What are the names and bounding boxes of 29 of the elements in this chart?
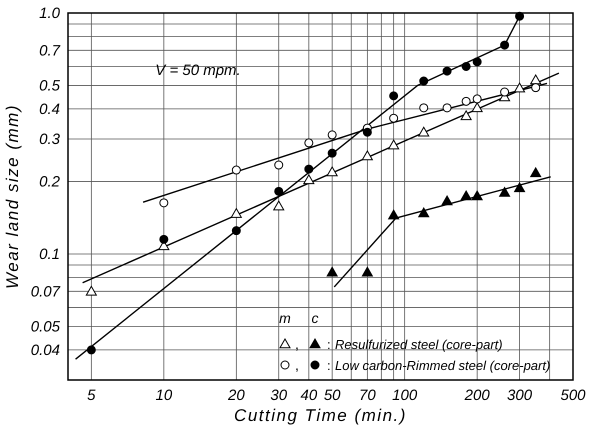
x-axis-title: Cutting Time (min.) (234, 406, 407, 425)
x-tick-label: 5 (87, 387, 96, 404)
annotation: : (327, 337, 331, 352)
y-tick-label: 0.3 (39, 131, 61, 148)
y-tick-label: 0.5 (39, 78, 61, 95)
x-tick-label: 10 (155, 387, 173, 404)
y-tick-label: 0.4 (39, 100, 60, 118)
x-tick-label: 20 (226, 387, 246, 404)
x-tick-label: 50 (324, 387, 342, 404)
y-tick-label: 0.2 (39, 173, 61, 190)
y-tick-label: 0.07 (30, 283, 61, 300)
annotation: , (295, 336, 299, 352)
text: , (295, 357, 299, 373)
annotation: c (312, 310, 318, 326)
annotation: m (279, 310, 292, 326)
y-tick-label: 0.1 (39, 246, 60, 263)
x-tick-label: 70 (359, 387, 376, 404)
x-tick-label: 300 (507, 387, 533, 404)
x-tick-label: 30 (270, 387, 288, 404)
y-tick-label: 0.7 (39, 42, 61, 60)
y-tick-label: 0.04 (30, 342, 60, 359)
y-tick-label: 0.05 (30, 318, 61, 336)
x-tick-label: 500 (560, 387, 586, 404)
x-tick-label: 40 (300, 387, 318, 404)
x-tick-label: 200 (464, 387, 490, 404)
y-axis-title: Wear land size (mm) (3, 104, 22, 289)
x-tick-label: 100 (392, 387, 418, 404)
text: : (327, 358, 331, 373)
y-tick-label: 1.0 (39, 5, 61, 22)
